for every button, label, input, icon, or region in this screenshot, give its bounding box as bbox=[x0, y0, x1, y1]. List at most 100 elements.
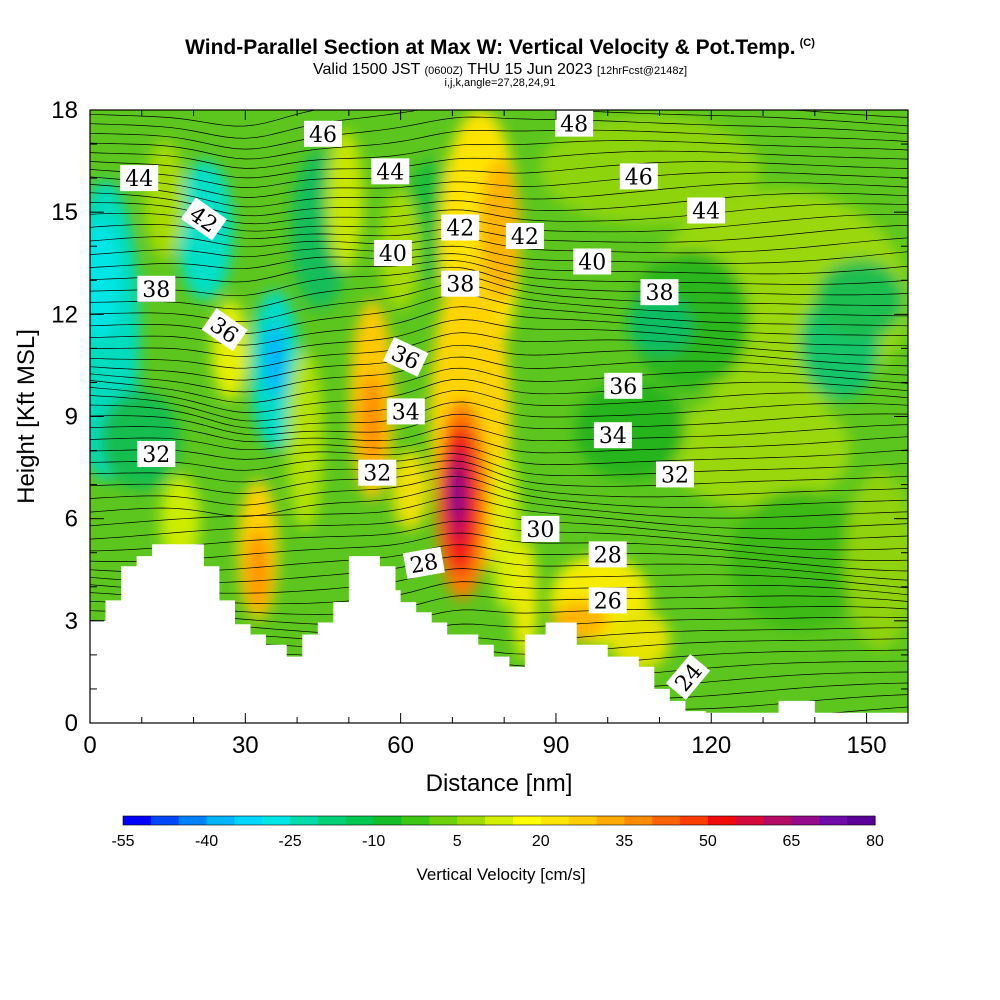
contour-label-text: 38 bbox=[142, 278, 170, 303]
chart-title: Wind-Parallel Section at Max W: Vertical… bbox=[0, 36, 1000, 60]
contour-label: 38 bbox=[441, 270, 480, 298]
forecast-tag: [12hrFcst@2148z] bbox=[596, 65, 688, 77]
contour-label-text: 40 bbox=[578, 251, 606, 276]
chart-indices: i,j,k,angle=27,28,24,91 bbox=[444, 77, 556, 89]
colorbar-tick-label: 20 bbox=[532, 833, 550, 850]
y-axis-label: Height [Kft MSL] bbox=[13, 329, 40, 504]
colorbar-tick-label: -10 bbox=[362, 833, 385, 850]
colorbar-swatch bbox=[150, 816, 180, 825]
isentrope-line bbox=[90, 161, 908, 188]
contour-label-text: 40 bbox=[379, 242, 407, 267]
valid-prefix: Valid 1500 JST bbox=[312, 61, 425, 78]
contour-label: 44 bbox=[371, 158, 410, 185]
isentrope-line bbox=[90, 413, 908, 436]
contour-label-box bbox=[137, 275, 176, 302]
title-text: Wind-Parallel Section at Max W: Vertical… bbox=[185, 36, 796, 59]
isentrope-line bbox=[90, 356, 908, 393]
y-tick-label: 15 bbox=[51, 199, 78, 226]
colorbar-tick-label: -55 bbox=[111, 833, 134, 850]
x-axis-label: Distance [nm] bbox=[426, 770, 573, 797]
colorbar-swatch bbox=[290, 816, 319, 825]
contour-label: 30 bbox=[521, 515, 560, 543]
colorbar-swatch bbox=[652, 816, 681, 825]
contour-label-box bbox=[593, 422, 632, 449]
contour-label-box bbox=[137, 441, 176, 467]
colorbar-swatch bbox=[791, 816, 820, 825]
copyright-mark: (C) bbox=[799, 37, 815, 49]
isentrope-line bbox=[90, 485, 908, 519]
contour-label-box bbox=[402, 546, 445, 580]
contour-label-text: 44 bbox=[692, 200, 720, 225]
colorbar-swatch bbox=[707, 816, 737, 825]
contour-label-text: 46 bbox=[309, 123, 337, 148]
isentrope-line bbox=[90, 260, 908, 285]
colorbar-swatch bbox=[624, 816, 653, 825]
contour-label: 34 bbox=[386, 398, 425, 425]
isentrope-line bbox=[90, 116, 908, 150]
isentrope-line bbox=[90, 436, 908, 454]
contour-label-text: 44 bbox=[125, 167, 153, 192]
valid-date: THU 15 Jun 2023 bbox=[462, 61, 597, 78]
isentrope-line bbox=[90, 467, 908, 498]
colorbar: -55 -40 -25 -10 5 20 35 50 65 80 Vertical Velocity… bbox=[111, 815, 884, 884]
contour-label-text: 48 bbox=[560, 113, 588, 138]
colorbar-tick-label: -25 bbox=[279, 833, 302, 850]
colorbar-frame bbox=[122, 815, 876, 826]
isentrope-line bbox=[90, 390, 908, 422]
contour-label: 44 bbox=[120, 165, 159, 192]
contour-label: 44 bbox=[687, 197, 726, 225]
contour-label-box bbox=[521, 515, 560, 542]
isentrope-line bbox=[90, 476, 908, 508]
isentrope-line bbox=[90, 453, 908, 477]
contour-label-box bbox=[687, 197, 726, 224]
contour-label-text: 38 bbox=[646, 281, 674, 306]
contour-label-text: 32 bbox=[363, 462, 391, 487]
colorbar-tick-label: 80 bbox=[866, 833, 884, 850]
isentrope-line bbox=[90, 150, 908, 179]
contour-label-text: 42 bbox=[446, 217, 474, 242]
contour-label: 38 bbox=[137, 275, 176, 303]
contour-label-box bbox=[441, 270, 480, 297]
isentrope-line bbox=[90, 401, 908, 429]
isentrope-line bbox=[90, 520, 908, 552]
contour-label-box bbox=[604, 372, 643, 399]
colorbar-swatch bbox=[234, 816, 263, 825]
colorbar-swatch bbox=[206, 816, 236, 825]
isentrope-line bbox=[90, 236, 908, 254]
contour-label-text: 28 bbox=[594, 543, 622, 568]
colorbar-title: Vertical Velocity [cm/s] bbox=[416, 865, 585, 884]
isentrope-line bbox=[90, 367, 908, 404]
isentrope-line bbox=[90, 266, 908, 297]
isentrope-line bbox=[90, 568, 908, 594]
colorbar-swatch bbox=[401, 816, 430, 825]
contour-label: 34 bbox=[593, 422, 632, 449]
contour-label-box bbox=[201, 308, 248, 352]
contour-label: 36 bbox=[604, 372, 643, 400]
contour-label-box bbox=[588, 587, 627, 614]
isentrope-line bbox=[90, 332, 908, 369]
contour-label-text: 34 bbox=[599, 424, 627, 449]
contour-label: 32 bbox=[656, 461, 694, 488]
contour-label-box bbox=[665, 654, 711, 700]
isentrope-line bbox=[90, 245, 908, 264]
contour-label: 36 bbox=[201, 308, 248, 352]
contour-label: 28 bbox=[588, 541, 627, 568]
contour-label-box bbox=[383, 337, 429, 377]
contour-label: 28 bbox=[402, 546, 445, 580]
colorbar-swatch bbox=[512, 816, 542, 825]
isentrope-line bbox=[90, 224, 908, 243]
valid-utc: (0600Z) bbox=[424, 65, 463, 77]
isentrope-line bbox=[90, 182, 908, 208]
contour-label: 46 bbox=[619, 163, 658, 190]
contour-label: 42 bbox=[505, 223, 544, 250]
y-tick-label: 9 bbox=[65, 404, 78, 431]
contour-label-text: 26 bbox=[594, 589, 622, 614]
contour-label: 26 bbox=[588, 587, 627, 614]
contour-label: 42 bbox=[441, 214, 480, 242]
colorbar-tick-label: 65 bbox=[783, 833, 801, 850]
contour-label-box bbox=[441, 214, 480, 241]
contour-label-text: 30 bbox=[526, 518, 554, 543]
y-tick-label: 12 bbox=[51, 301, 78, 328]
x-tick-label: 90 bbox=[543, 732, 570, 759]
